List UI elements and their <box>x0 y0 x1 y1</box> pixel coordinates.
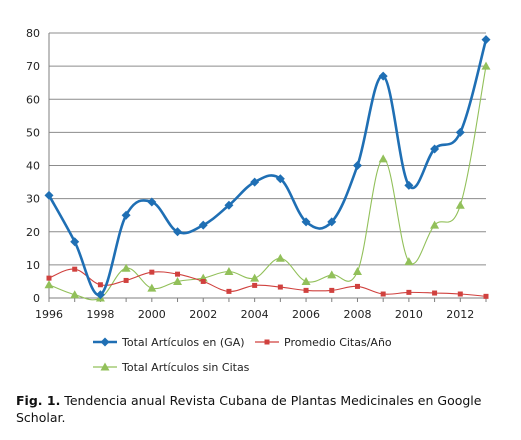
series-line <box>47 39 488 297</box>
data-point <box>175 271 181 277</box>
data-point <box>406 289 412 295</box>
y-tick-label: 50 <box>26 126 40 139</box>
x-axis-ticks: 1996 1998 2000 2002 2004 2006 2008 2010 2012 <box>35 298 487 321</box>
data-point <box>455 200 465 209</box>
data-point <box>121 210 131 220</box>
x-tick-label: 1996 <box>35 308 63 321</box>
data-point <box>430 144 440 154</box>
data-point <box>404 180 414 190</box>
data-point <box>173 276 183 285</box>
data-point <box>404 257 414 266</box>
data-point <box>46 275 52 281</box>
data-point <box>301 217 311 227</box>
data-point <box>72 266 78 272</box>
data-point <box>354 283 360 289</box>
data-point <box>430 220 440 229</box>
data-point <box>70 237 80 247</box>
data-point <box>252 282 258 288</box>
x-tick-label: 2008 <box>343 308 371 321</box>
data-point <box>352 161 362 170</box>
data-point <box>250 273 260 282</box>
y-tick-label: 40 <box>26 160 40 173</box>
legend-item-2: Total Artículos sin Citas <box>93 361 250 374</box>
data-point <box>200 278 206 284</box>
legend-swatch-marker <box>264 339 270 345</box>
y-tick-label: 80 <box>26 27 40 40</box>
y-tick-label: 20 <box>26 226 40 239</box>
data-point <box>303 287 309 293</box>
line-chart: 0 10 20 30 40 50 60 70 80 1996 1998 2000 2002 2004 20… <box>26 27 491 374</box>
caption-text: Tendencia anual Revista Cubana de Planta… <box>16 393 482 425</box>
series-1 <box>46 266 489 299</box>
data-point <box>123 277 129 283</box>
data-point <box>70 290 80 299</box>
legend-item-1: Promedio Citas/Año <box>255 336 392 349</box>
data-point <box>224 200 234 210</box>
legend: Total Artículos en (GA) Promedio Citas/Añ… <box>93 336 392 374</box>
data-point <box>455 127 465 137</box>
data-point <box>481 35 491 45</box>
gridlines <box>48 32 486 299</box>
x-tick-label: 2000 <box>138 308 166 321</box>
x-tick-label: 2006 <box>292 308 320 321</box>
data-point <box>226 288 232 294</box>
legend-label: Total Artículos sin Citas <box>121 361 250 374</box>
data-point <box>275 174 285 184</box>
legend-label: Promedio Citas/Año <box>284 336 392 349</box>
data-point <box>97 282 103 288</box>
y-tick-label: 30 <box>26 193 40 206</box>
data-point <box>147 283 157 292</box>
data-point <box>301 276 311 285</box>
caption-label: Fig. 1. <box>16 393 61 408</box>
data-point <box>198 220 208 230</box>
x-tick-label: 1998 <box>86 308 114 321</box>
data-point <box>327 270 337 279</box>
legend-swatch-marker <box>100 337 110 347</box>
legend-swatch-marker <box>100 362 110 371</box>
data-point <box>224 267 234 275</box>
legend-label: Total Artículos en (GA) <box>121 336 245 349</box>
data-point <box>481 61 491 70</box>
data-point <box>457 291 463 297</box>
x-tick-label: 2002 <box>189 308 217 321</box>
data-point <box>44 280 54 289</box>
figure-caption: Fig. 1. Tendencia anual Revista Cubana d… <box>16 392 516 426</box>
data-point <box>147 197 157 207</box>
x-tick-label: 2010 <box>395 308 423 321</box>
y-tick-label: 60 <box>26 93 40 106</box>
data-point <box>378 154 388 163</box>
data-point <box>173 227 183 237</box>
x-tick-label: 2012 <box>446 308 474 321</box>
data-point <box>275 253 285 262</box>
data-point <box>483 293 489 299</box>
legend-item-0: Total Artículos en (GA) <box>93 336 245 349</box>
y-axis-ticks: 0 10 20 30 40 50 60 70 80 <box>26 27 40 305</box>
data-point <box>352 267 362 275</box>
y-tick-label: 70 <box>26 60 40 73</box>
data-point <box>95 290 105 300</box>
data-point <box>250 177 260 187</box>
series-0 <box>44 35 491 300</box>
data-point <box>380 291 386 297</box>
data-point <box>329 287 335 293</box>
series-line <box>48 268 487 297</box>
x-tick-label: 2004 <box>241 308 269 321</box>
data-point <box>432 290 438 296</box>
y-tick-label: 10 <box>26 259 40 272</box>
data-point <box>378 71 388 81</box>
series-layer <box>44 35 491 302</box>
data-point <box>277 284 283 290</box>
data-point <box>44 190 54 200</box>
y-tick-label: 0 <box>33 292 40 305</box>
data-point <box>327 217 337 227</box>
data-point <box>121 263 131 272</box>
data-point <box>149 269 155 275</box>
